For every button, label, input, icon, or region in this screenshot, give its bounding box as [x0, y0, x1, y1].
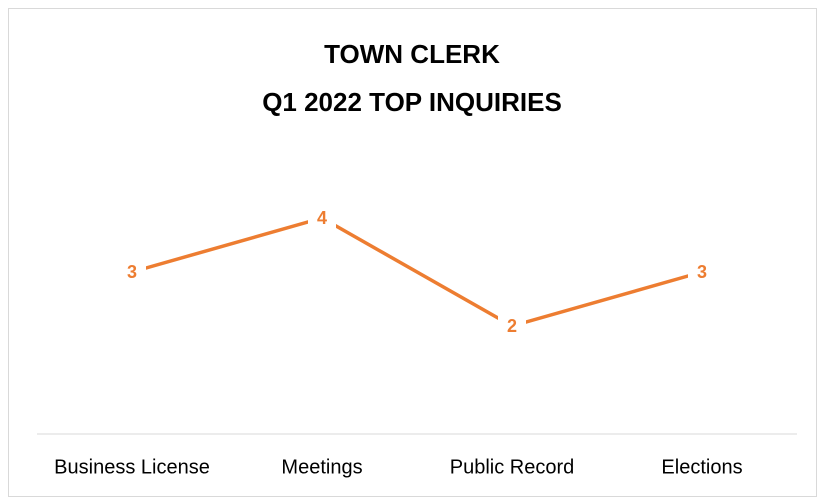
x-tick-label: Meetings	[281, 456, 362, 478]
x-tick-label: Elections	[661, 456, 742, 478]
x-tick-label: Public Record	[450, 456, 575, 478]
data-label: 4	[317, 208, 327, 228]
label-background	[498, 313, 526, 339]
data-label: 2	[507, 316, 517, 336]
data-label: 3	[697, 262, 707, 282]
x-tick-label: Business License	[54, 456, 210, 478]
chart-title: TOWN CLERK	[324, 39, 500, 69]
line	[130, 216, 704, 328]
label-background	[118, 259, 146, 285]
data-label: 3	[127, 262, 137, 282]
label-background	[308, 205, 336, 231]
chart-title: Q1 2022 TOP INQUIRIES	[262, 87, 562, 117]
label-background	[688, 259, 716, 285]
chart-border	[8, 8, 817, 497]
